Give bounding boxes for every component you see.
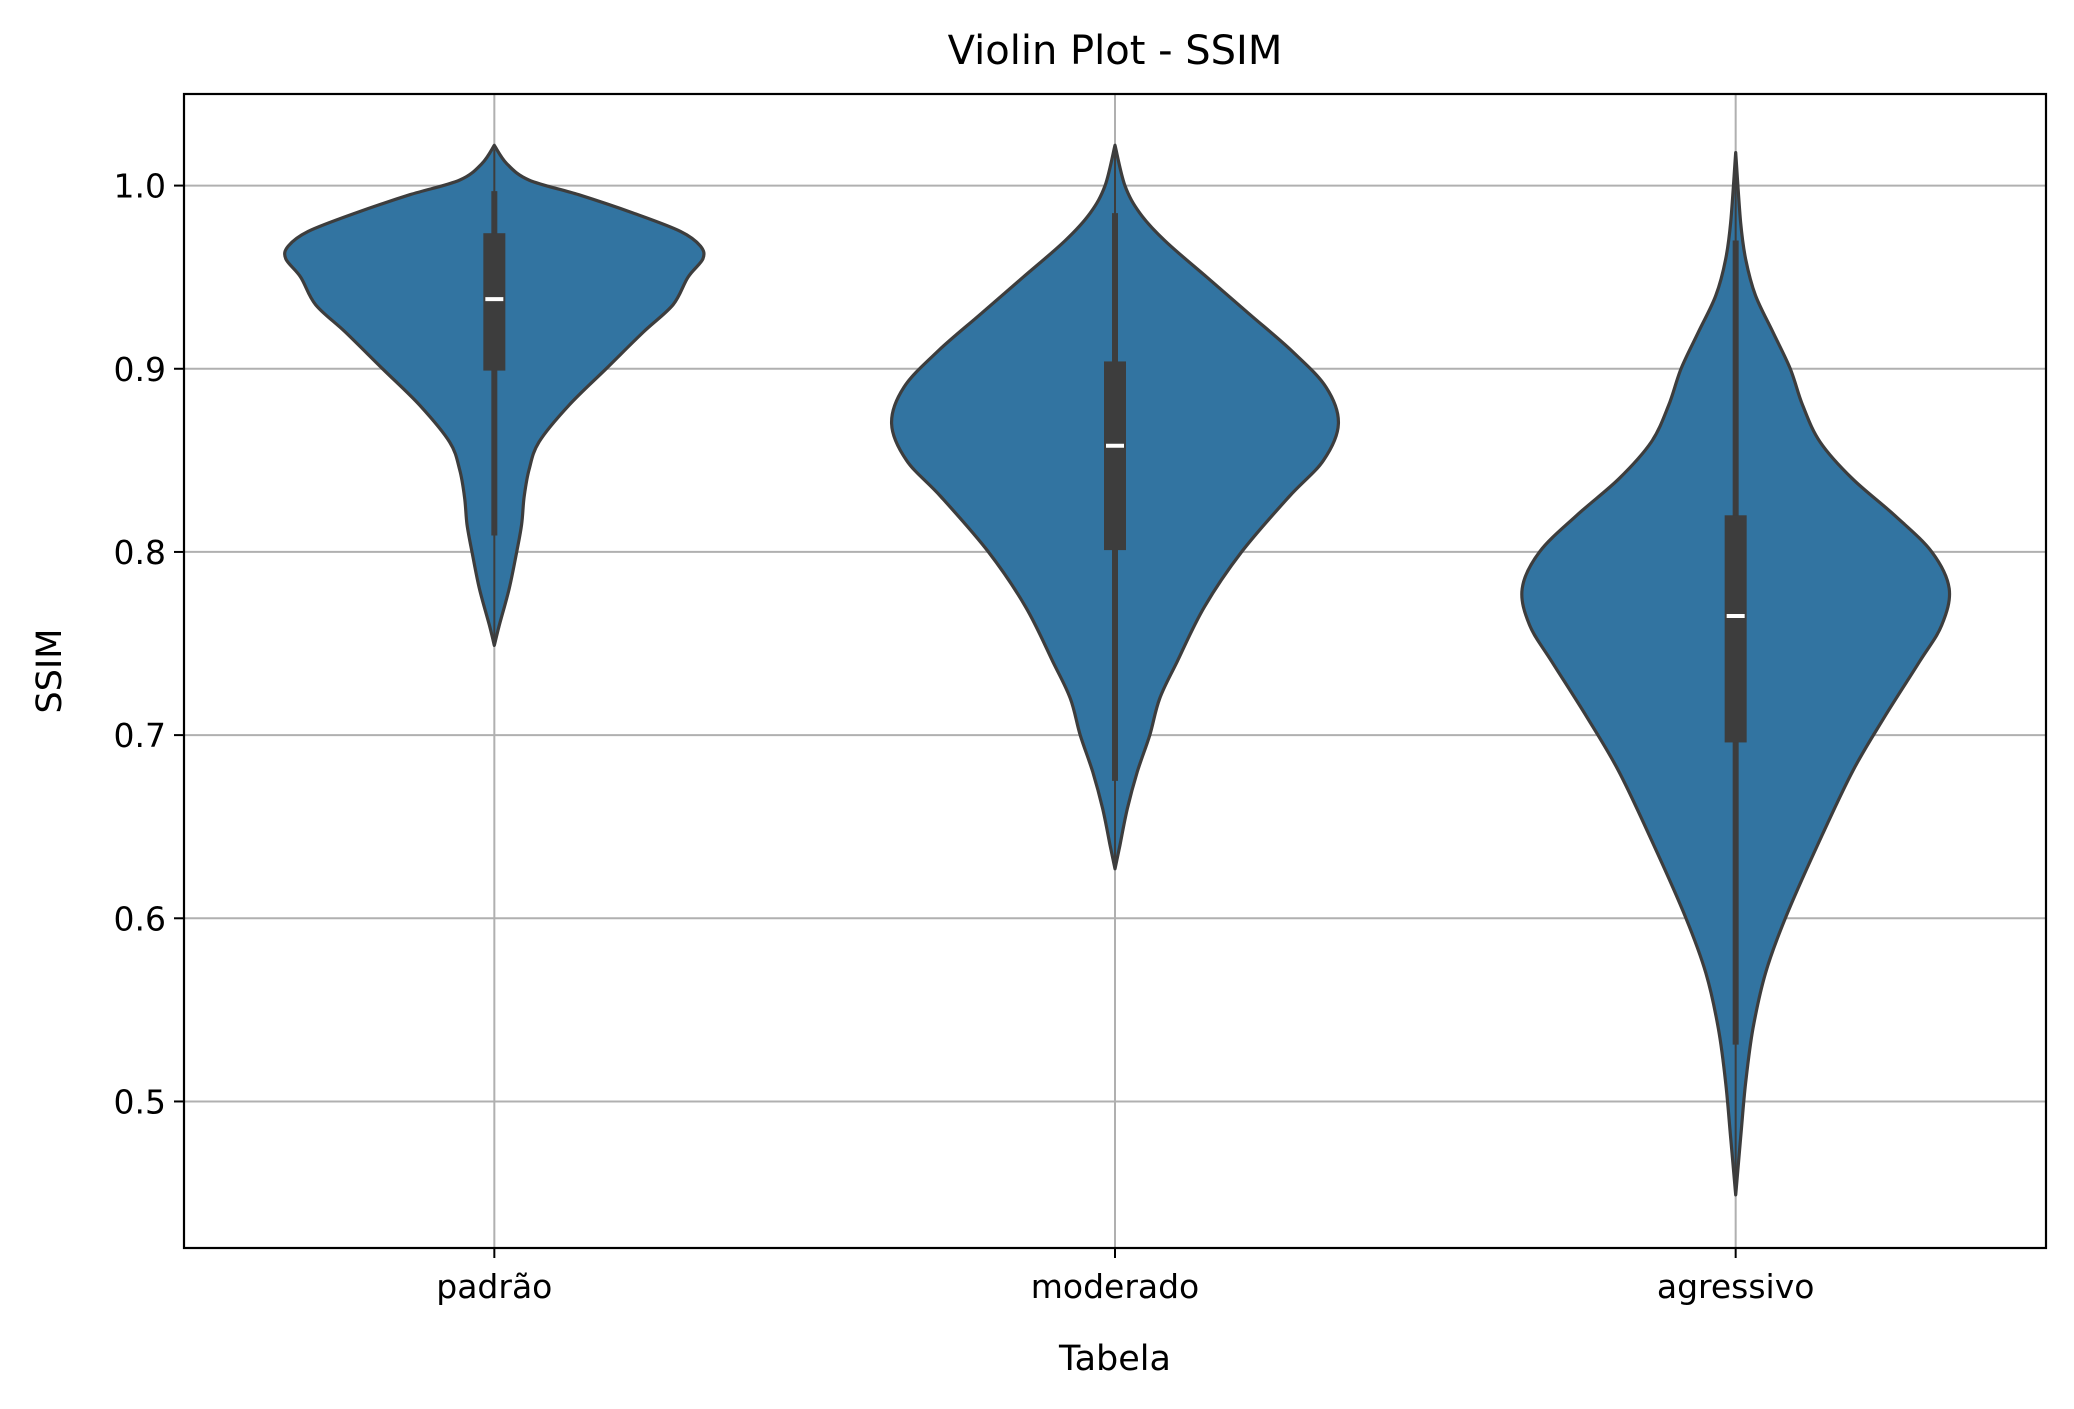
x-tick-label-1: moderado bbox=[1031, 1267, 1200, 1306]
y-tick-label: 0.7 bbox=[114, 716, 166, 755]
violin-iqr-box bbox=[483, 233, 506, 371]
y-tick-label: 0.6 bbox=[114, 899, 166, 938]
chart-title: Violin Plot - SSIM bbox=[948, 28, 1283, 74]
y-axis-label: SSIM bbox=[30, 629, 70, 714]
violin-iqr-box bbox=[1104, 361, 1126, 551]
x-tick-label-0: padrão bbox=[436, 1267, 552, 1306]
y-tick-label: 0.9 bbox=[114, 350, 166, 389]
violins bbox=[283, 143, 1952, 1197]
violin-iqr-box bbox=[1724, 515, 1747, 743]
y-tick-label: 1.0 bbox=[114, 167, 166, 206]
y-tick-label: 0.8 bbox=[114, 533, 166, 572]
axis-ticks: 0.5 0.6 0.7 0.8 0.9 1.0 padrão moderado agressiv… bbox=[114, 167, 1815, 1306]
y-tick-label: 0.5 bbox=[114, 1082, 166, 1121]
x-tick-label-2: agressivo bbox=[1657, 1267, 1815, 1306]
x-axis-label: Tabela bbox=[1058, 1339, 1171, 1379]
